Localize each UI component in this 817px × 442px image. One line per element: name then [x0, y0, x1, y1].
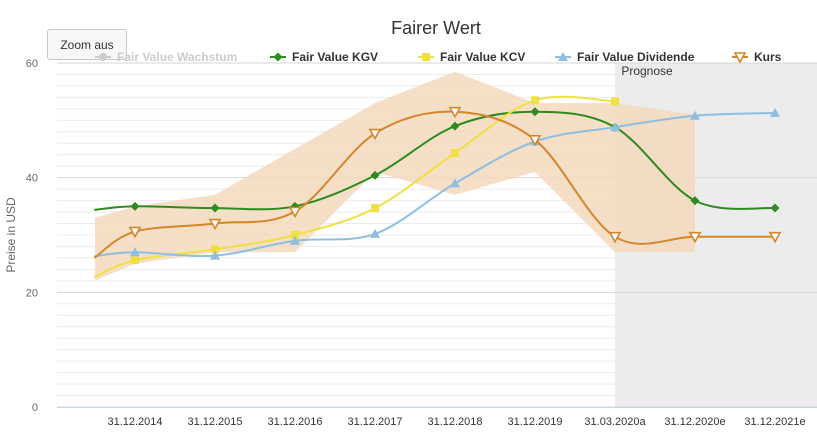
fair-value-kcv-point	[611, 97, 619, 106]
fair-value-dividende-point	[610, 122, 620, 132]
fair-value-dividende-point	[690, 110, 700, 120]
fair-value-kgv-line	[94, 110, 776, 211]
legend-label: Fair Value KCV	[440, 50, 525, 64]
legend-label: Kurs	[754, 50, 782, 64]
fair-value-dividende-point	[210, 250, 220, 260]
fair-value-kgv-point	[370, 170, 380, 180]
y-axis-title: Preise in USD	[4, 197, 18, 273]
legend-item-kurs[interactable]: Kurs	[732, 50, 782, 64]
fair-value-dividende-point	[450, 178, 460, 188]
fair-value-range-band	[95, 71, 695, 281]
fair-value-dividende-line	[94, 111, 776, 258]
fair-value-dividende-point	[290, 235, 300, 245]
x-tick-label: 31.12.2016	[267, 416, 322, 428]
kurs-point	[768, 231, 782, 244]
x-tick-label: 31.12.2020e	[664, 416, 725, 428]
fair-value-dividende-point	[370, 228, 380, 238]
kurs-point	[608, 231, 622, 244]
fair-value-kcv-line	[94, 95, 616, 278]
fair-value-kcv-point	[531, 96, 539, 105]
legend-symbol-marker	[422, 53, 430, 61]
kurs-point	[208, 218, 222, 231]
legend-symbol-marker	[558, 52, 568, 61]
kurs-point	[448, 106, 462, 119]
x-tick-label: 31.12.2017	[347, 416, 402, 428]
fair-value-kgv-point	[130, 201, 140, 211]
y-tick-label: 40	[26, 173, 38, 185]
x-tick-label: 31.12.2018	[427, 416, 482, 428]
fair-value-kcv-point	[451, 149, 459, 158]
kurs-point	[288, 206, 302, 219]
legend-symbol-marker	[273, 52, 283, 62]
fair-value-kgv-point	[450, 121, 460, 131]
fair-value-kgv-point	[770, 203, 780, 213]
y-tick-label: 60	[26, 58, 38, 70]
legend-label: Fair Value Wachstum	[117, 50, 237, 64]
x-tick-label: 31.12.2019	[507, 416, 562, 428]
kurs-point	[528, 135, 542, 147]
legend-item-fair-value-dividende[interactable]: Fair Value Dividende	[555, 50, 695, 64]
fair-value-kcv-point	[291, 231, 299, 239]
y-tick-label: 20	[26, 287, 38, 299]
legend-item-fair-value-wachstum[interactable]: Fair Value Wachstum	[95, 50, 237, 64]
kurs-point	[688, 231, 702, 244]
fair-value-kgv-point	[530, 107, 540, 117]
forecast-label: Prognose	[621, 64, 673, 78]
legend-item-fair-value-kcv[interactable]: Fair Value KCV	[418, 50, 525, 64]
chart-title: Fairer Wert	[391, 18, 481, 38]
y-tick-label: 0	[32, 402, 38, 414]
fair-value-kgv-point	[210, 203, 220, 213]
x-tick-label: 31.12.2014	[107, 416, 162, 428]
fair-value-kcv-point	[211, 245, 219, 254]
kurs-line	[94, 110, 776, 259]
legend-symbol-marker	[733, 52, 747, 64]
x-tick-label: 31.03.2020a	[584, 416, 646, 428]
fair-value-dividende-point	[770, 107, 780, 117]
zoom-out-button[interactable]: Zoom aus	[47, 29, 127, 60]
fair-value-kcv-point	[131, 256, 139, 265]
fair-value-kgv-point	[690, 196, 700, 206]
legend-label: Fair Value KGV	[292, 50, 378, 64]
fair-value-kcv-point	[371, 204, 379, 213]
legend-symbol-marker	[99, 53, 107, 61]
kurs-point	[128, 226, 142, 239]
fair-value-dividende-point	[130, 247, 140, 257]
x-tick-label: 31.12.2015	[187, 416, 242, 428]
legend-item-fair-value-kgv[interactable]: Fair Value KGV	[270, 50, 378, 64]
legend-label: Fair Value Dividende	[577, 50, 695, 64]
kurs-point	[368, 128, 382, 141]
x-tick-label: 31.12.2021e	[744, 416, 805, 428]
